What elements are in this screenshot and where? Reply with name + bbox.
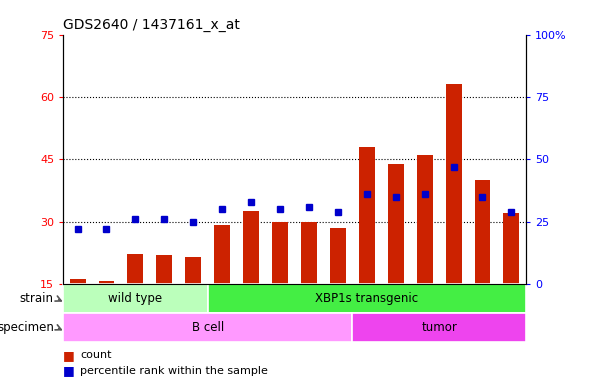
Bar [63, 284, 208, 313]
Bar [208, 284, 526, 313]
Text: ■: ■ [63, 349, 75, 362]
Bar [70, 279, 85, 284]
Bar [445, 84, 462, 284]
Text: GDS2640 / 1437161_x_at: GDS2640 / 1437161_x_at [63, 18, 240, 32]
Text: wild type: wild type [108, 292, 162, 305]
Text: specimen: specimen [0, 321, 54, 334]
Text: ■: ■ [63, 364, 75, 377]
Bar [127, 254, 144, 284]
Text: count: count [80, 350, 111, 360]
Bar [185, 257, 201, 284]
Text: strain: strain [20, 292, 54, 305]
Bar [475, 180, 490, 284]
Text: percentile rank within the sample: percentile rank within the sample [80, 366, 268, 376]
Bar [416, 155, 433, 284]
Bar [388, 164, 404, 284]
Bar [63, 313, 352, 342]
Bar [359, 147, 375, 284]
Bar [272, 222, 288, 284]
Text: XBP1s transgenic: XBP1s transgenic [316, 292, 418, 305]
Bar [504, 214, 519, 284]
Bar [99, 281, 114, 284]
Bar [214, 225, 230, 284]
Bar [243, 211, 259, 284]
Text: B cell: B cell [192, 321, 224, 334]
Bar [301, 222, 317, 284]
Bar [330, 228, 346, 284]
Bar [352, 313, 526, 342]
Text: tumor: tumor [421, 321, 457, 334]
Bar [156, 255, 172, 284]
